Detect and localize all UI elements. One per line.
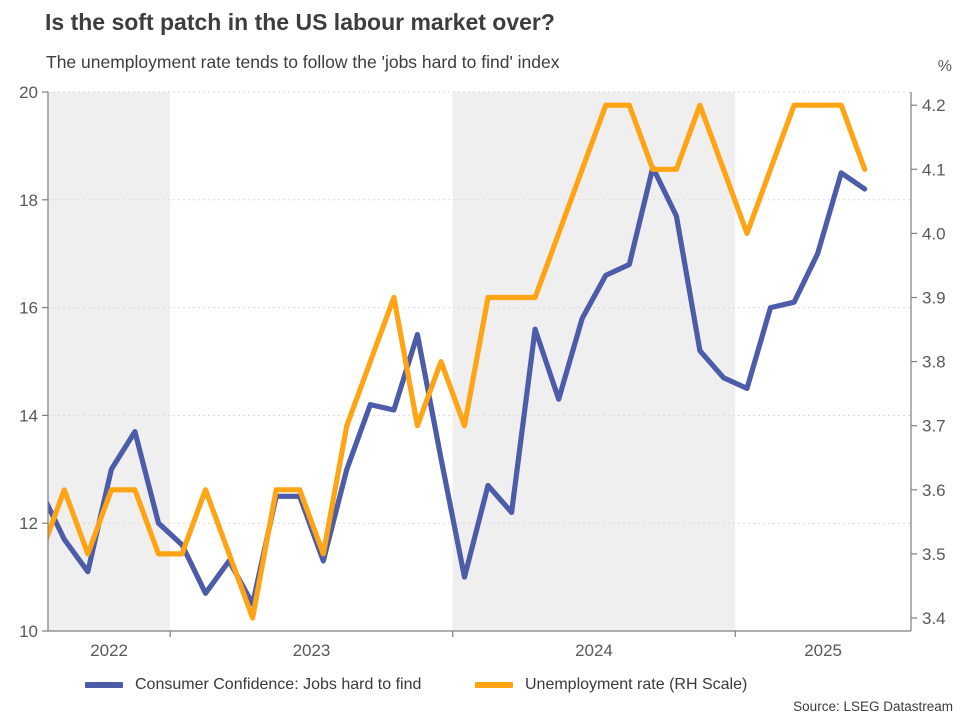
svg-text:3.6: 3.6 xyxy=(922,481,946,500)
svg-text:4.0: 4.0 xyxy=(922,224,946,243)
svg-text:3.4: 3.4 xyxy=(922,609,946,628)
svg-text:3.9: 3.9 xyxy=(922,289,946,308)
svg-text:3.5: 3.5 xyxy=(922,545,946,564)
svg-text:14: 14 xyxy=(19,406,38,425)
svg-text:10: 10 xyxy=(19,622,38,641)
line-chart-canvas: 10 12 14 16 18 20 3.4 3.5 3.6 3.7 3.8 3.9 4.0 4.1 4.2 2… xyxy=(19,83,946,660)
legend-item-unemployment-rate: Unemployment rate (RH Scale) xyxy=(475,674,747,696)
svg-text:2025: 2025 xyxy=(804,641,842,660)
svg-text:20: 20 xyxy=(19,83,38,102)
chart-subtitle: The unemployment rate tends to follow th… xyxy=(46,52,560,72)
svg-text:4.1: 4.1 xyxy=(922,160,946,179)
svg-text:3.7: 3.7 xyxy=(922,417,946,436)
svg-text:18: 18 xyxy=(19,191,38,210)
right-axis-unit-label: % xyxy=(937,58,952,75)
legend-swatch-blue xyxy=(85,682,123,688)
chart-legend: Consumer Confidence: Jobs hard to find U… xyxy=(0,674,960,698)
svg-text:4.2: 4.2 xyxy=(922,96,946,115)
svg-text:12: 12 xyxy=(19,514,38,533)
svg-text:2022: 2022 xyxy=(90,641,128,660)
legend-item-consumer-confidence: Consumer Confidence: Jobs hard to find xyxy=(85,674,421,696)
svg-text:2023: 2023 xyxy=(293,641,331,660)
svg-text:3.8: 3.8 xyxy=(922,353,946,372)
line-chart: 10 12 14 16 18 20 3.4 3.5 3.6 3.7 3.8 3.9 4.0 4.1 4.2 2… xyxy=(0,80,960,675)
legend-label: Consumer Confidence: Jobs hard to find xyxy=(135,676,422,693)
source-note: Source: LSEG Datastream xyxy=(793,699,953,714)
legend-swatch-orange xyxy=(475,682,513,688)
legend-label: Unemployment rate (RH Scale) xyxy=(525,676,748,693)
page-title: Is the soft patch in the US labour marke… xyxy=(45,9,555,35)
svg-text:2024: 2024 xyxy=(575,641,613,660)
svg-text:16: 16 xyxy=(19,299,38,318)
